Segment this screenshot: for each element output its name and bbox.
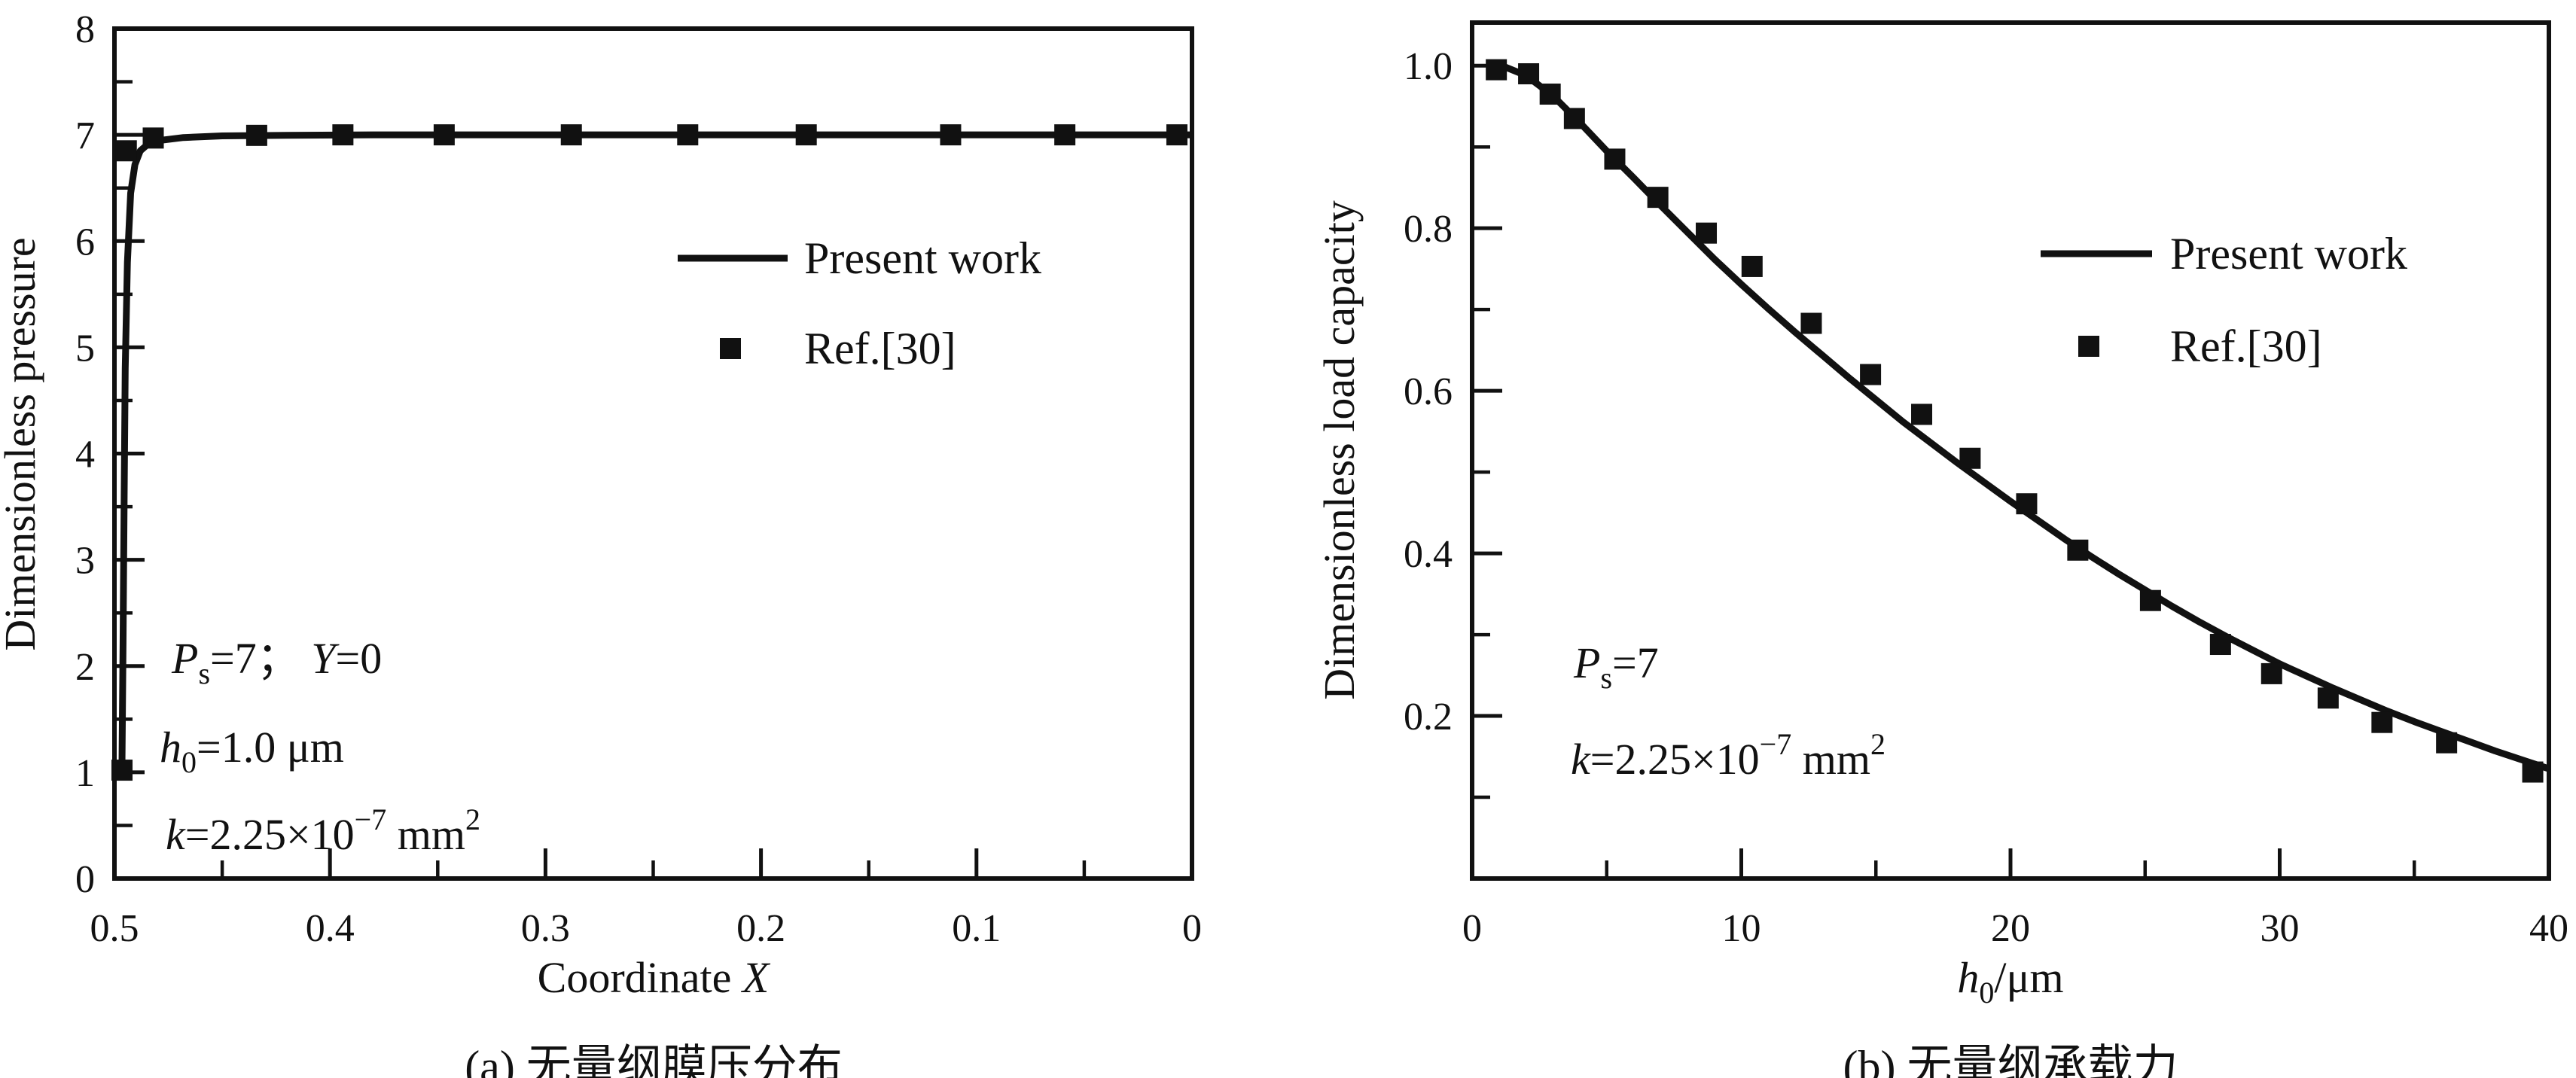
svg-text:Dimensionless load capacity: Dimensionless load capacity (1315, 200, 1364, 700)
svg-text:Present work: Present work (2170, 229, 2407, 279)
svg-text:5: 5 (75, 327, 95, 370)
svg-text:0.1: 0.1 (952, 907, 1001, 950)
svg-text:Ps=7: Ps=7 (1573, 638, 1659, 695)
svg-text:7: 7 (75, 114, 95, 157)
svg-text:1: 1 (75, 752, 95, 795)
svg-text:k=2.25×10−7 mm2: k=2.25×10−7 mm2 (1571, 727, 1886, 784)
figure-panel-b: 0 10 20 30 40 0.2 0.4 0.6 0.8 1.0 Present work Ref.… (1288, 0, 2576, 1078)
svg-text:Coordinate X: Coordinate X (538, 953, 771, 1002)
chart-a-canvas: 0.5 0.4 0.3 0.2 0.1 0 0 1 2 3 4 5 6 7 8 Present work Ref… (0, 8, 1202, 1002)
svg-text:k=2.25×10−7 mm2: k=2.25×10−7 mm2 (166, 802, 480, 859)
svg-text:Ref.[30]: Ref.[30] (804, 324, 956, 373)
svg-text:Dimensionless pressure: Dimensionless pressure (0, 237, 44, 650)
svg-text:Present work: Present work (804, 233, 1041, 283)
svg-text:0.8: 0.8 (1404, 208, 1453, 251)
svg-text:4: 4 (75, 434, 95, 477)
svg-text:0.2: 0.2 (1404, 696, 1453, 738)
chart-b-caption: (b) 无量纲承载力 (1843, 1042, 2178, 1078)
svg-text:30: 30 (2260, 907, 2300, 950)
figure-panel-a: 0.5 0.4 0.3 0.2 0.1 0 0 1 2 3 4 5 6 7 8 Present work Ref… (0, 8, 1202, 1002)
svg-text:10: 10 (1722, 907, 1761, 950)
svg-text:6: 6 (75, 221, 95, 263)
svg-text:2: 2 (75, 646, 95, 689)
svg-text:20: 20 (1991, 907, 2030, 950)
svg-text:0: 0 (1182, 907, 1202, 950)
svg-text:0.3: 0.3 (521, 907, 570, 950)
svg-text:0.4: 0.4 (306, 907, 355, 950)
svg-text:0.6: 0.6 (1404, 370, 1453, 413)
svg-text:0: 0 (75, 858, 95, 901)
svg-text:Ps=7； Y=0: Ps=7； Y=0 (171, 634, 382, 690)
chart-b-canvas: 0 10 20 30 40 0.2 0.4 0.6 0.8 1.0 Present work Ref.… (1315, 20, 2568, 1009)
svg-text:0: 0 (1462, 907, 1482, 950)
svg-text:Ref.[30]: Ref.[30] (2170, 321, 2322, 371)
svg-text:h0/μm: h0/μm (1957, 953, 2063, 1009)
svg-text:0.5: 0.5 (90, 907, 139, 950)
svg-text:8: 8 (75, 8, 95, 51)
svg-text:3: 3 (75, 540, 95, 583)
chart-a-caption: (a) 无量纲膜压分布 (465, 1042, 843, 1078)
svg-text:40: 40 (2529, 907, 2568, 950)
svg-text:h0=1.0 μm: h0=1.0 μm (160, 723, 344, 779)
svg-text:0.2: 0.2 (736, 907, 785, 950)
svg-text:1.0: 1.0 (1404, 45, 1453, 88)
svg-text:0.4: 0.4 (1404, 533, 1453, 576)
